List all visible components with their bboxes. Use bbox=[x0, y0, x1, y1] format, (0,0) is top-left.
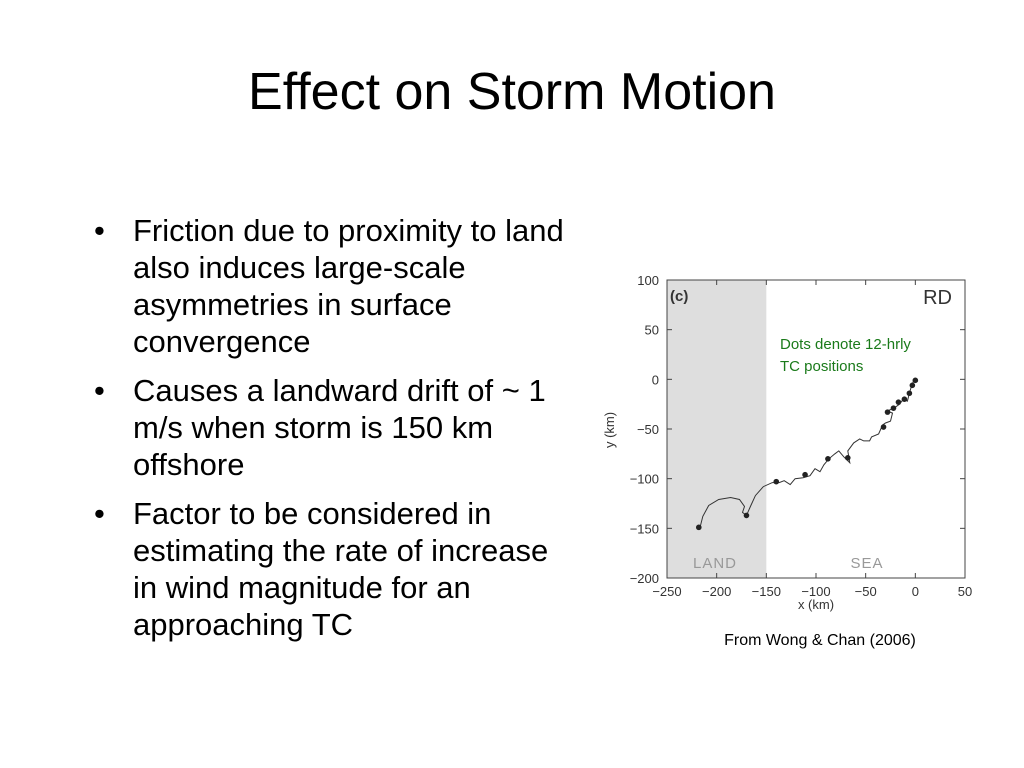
land-label: LAND bbox=[693, 555, 737, 572]
bullet-item: • Causes a landward drift of ~ 1 m/s whe… bbox=[90, 372, 580, 483]
tc-position-dot bbox=[844, 455, 851, 461]
x-tick-label: 0 bbox=[912, 584, 919, 599]
run-label: RD bbox=[923, 287, 952, 309]
slide-title: Effect on Storm Motion bbox=[248, 63, 776, 121]
tc-position-dot bbox=[906, 390, 913, 397]
y-tick-label: −200 bbox=[630, 571, 659, 586]
bullet-symbol: • bbox=[94, 496, 105, 531]
y-tick-label: −150 bbox=[630, 521, 659, 536]
bullet-list: • Friction due to proximity to land also… bbox=[90, 212, 580, 655]
figure-caption: From Wong & Chan (2006) bbox=[724, 632, 916, 649]
bullet-symbol: • bbox=[94, 213, 105, 248]
tc-position-dot bbox=[884, 409, 891, 415]
land-shade bbox=[667, 280, 767, 578]
y-tick-label: 0 bbox=[652, 372, 659, 387]
tc-position-dot bbox=[695, 524, 702, 531]
tc-position-dot bbox=[901, 396, 908, 402]
x-tick-label: −50 bbox=[855, 584, 877, 599]
bullet-text: Causes a landward drift of ~ 1 m/s when … bbox=[133, 373, 546, 482]
x-tick-label: −150 bbox=[752, 584, 781, 599]
tc-position-dot bbox=[802, 471, 808, 478]
tc-position-dot bbox=[825, 456, 831, 462]
tc-position-dot bbox=[895, 399, 902, 405]
tc-position-dot bbox=[890, 405, 897, 411]
track-figure: −250 −200 −150 −100 −50 0 50 100 50 0 −50 −100 −150−… bbox=[600, 262, 984, 614]
y-axis-label: y (km) bbox=[602, 412, 617, 448]
track-positions bbox=[695, 377, 919, 531]
x-tick-label: 50 bbox=[958, 584, 972, 599]
bullet-text: Friction due to proximity to land also i… bbox=[133, 213, 564, 359]
y-tick-label: 100 bbox=[637, 273, 659, 288]
bullet-text: Factor to be considered in estimating th… bbox=[133, 496, 549, 642]
x-tick-label: −100 bbox=[801, 584, 830, 599]
bullet-item: • Factor to be considered in estimating … bbox=[90, 495, 580, 643]
track-chart: −250 −200 −150 −100 −50 0 50100500−50−100−150−… bbox=[600, 262, 984, 614]
tc-position-dot bbox=[743, 512, 750, 519]
bullet-symbol: • bbox=[94, 373, 105, 408]
tc-position-dot bbox=[880, 424, 887, 430]
figure-background bbox=[600, 262, 984, 614]
bullet-item: • Friction due to proximity to land also… bbox=[90, 212, 580, 360]
y-tick-label: −50 bbox=[637, 422, 659, 437]
sea-label: SEA bbox=[850, 555, 883, 572]
panel-label: (c) bbox=[670, 288, 688, 305]
tc-position-dot bbox=[773, 478, 780, 485]
y-tick-label: −100 bbox=[630, 472, 659, 487]
annotation-line2: TC positions bbox=[780, 358, 863, 375]
x-axis-label: x (km) bbox=[798, 597, 834, 612]
axis-ticks: −250 −200 −150 −100 −50 0 50100500−50−100−150−… bbox=[630, 273, 973, 599]
annotation-line1: Dots denote 12-hrly bbox=[780, 336, 911, 353]
tc-position-dot bbox=[912, 377, 919, 384]
y-tick-label: 50 bbox=[645, 323, 659, 338]
x-tick-label: −250 bbox=[652, 584, 681, 599]
tc-position-dot bbox=[909, 382, 916, 389]
x-tick-label: −200 bbox=[702, 584, 731, 599]
